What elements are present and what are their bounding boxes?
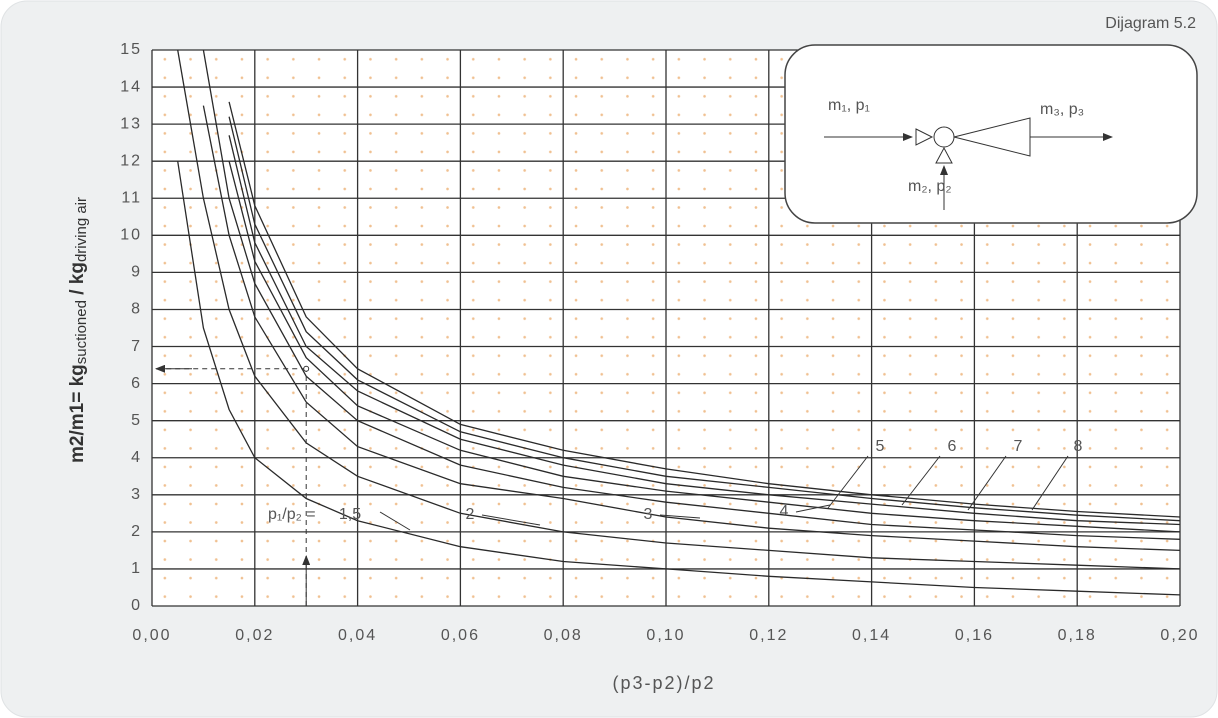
outlet-label: m₃, p₃	[1040, 101, 1084, 118]
curves	[177, 49, 1181, 596]
y-tick-label: 8	[131, 301, 142, 318]
curve	[228, 135, 1181, 526]
suction-label: m₂, p₂	[908, 178, 952, 195]
x-tick-label: 0,02	[235, 627, 274, 644]
suction-nozzle	[935, 146, 953, 164]
nozzle	[915, 128, 934, 146]
inset: m₁, p₁ m₃, p₃ m₂, p₂	[784, 44, 1198, 224]
curve-label: 2	[466, 506, 475, 523]
x-tick-label: 0,14	[852, 627, 891, 644]
y-axis-label: m2/m1= kgsuctioned / kgdriving air	[67, 197, 90, 463]
y-tick-label: 2	[131, 523, 142, 540]
inset-box	[784, 44, 1198, 224]
curve	[228, 101, 1181, 518]
y-label-mid: / kg	[67, 262, 88, 300]
curve-label: 4	[780, 503, 789, 520]
y-tick-label: 13	[120, 115, 142, 132]
example-point	[303, 365, 310, 372]
leader-line	[967, 455, 1007, 511]
y-tick-label: 4	[131, 449, 142, 466]
y-tick-label: 10	[120, 227, 142, 244]
leader-line	[827, 455, 869, 509]
y-tick-label: 15	[120, 41, 142, 58]
curve	[177, 161, 1181, 596]
y-tick-label: 12	[120, 152, 142, 169]
y-tick-label: 7	[131, 338, 142, 355]
y-tick-label: 6	[131, 375, 142, 392]
curve	[228, 116, 1181, 522]
curve-label-prefix: p₁/p₂ =	[268, 506, 316, 523]
leader-line	[379, 511, 411, 531]
curve-label: 1,5	[339, 506, 361, 523]
curve-label: 3	[644, 506, 653, 523]
x-tick-label: 0,04	[338, 627, 377, 644]
curve-label: 7	[1014, 438, 1023, 455]
y-tick-label: 0	[131, 597, 142, 614]
leader-line	[795, 504, 831, 513]
y-tick-label: 11	[121, 189, 142, 206]
curve	[202, 49, 1181, 540]
x-tick-label: 0,18	[1058, 627, 1097, 644]
curve	[177, 49, 1181, 570]
mixing-chamber	[933, 126, 955, 148]
curve	[202, 105, 1181, 552]
x-tick-label: 0,10	[646, 627, 685, 644]
x-axis-label: (p3-p2)/p2	[612, 673, 715, 693]
y-label-sub: suctioned	[73, 300, 90, 364]
curve	[228, 161, 1181, 533]
x-tick-label: 0,16	[955, 627, 994, 644]
y-tick-label: 9	[131, 264, 142, 281]
inlet-label: m₁, p₁	[828, 97, 870, 114]
y-tick-label: 1	[131, 560, 142, 577]
leader-line	[481, 514, 541, 526]
y-tick-label: 5	[131, 412, 142, 429]
x-tick-label: 0,06	[441, 627, 480, 644]
leader-line	[901, 455, 941, 506]
curve-label: 5	[876, 438, 885, 455]
y-tick-label: 14	[120, 78, 142, 95]
x-tick-label: 0,20	[1160, 627, 1199, 644]
x-tick-label: 0,00	[132, 627, 171, 644]
x-tick-label: 0,08	[544, 627, 583, 644]
y-label-sub: driving air	[73, 197, 90, 262]
leader-line	[659, 514, 701, 519]
curve-label: 6	[948, 438, 957, 455]
chart-title: Dijagram 5.2	[1105, 15, 1196, 32]
leader-line	[1031, 455, 1069, 511]
y-tick-label: 3	[131, 486, 142, 503]
y-label-main: m2/m1= kg	[67, 364, 88, 463]
curve-label: 8	[1074, 438, 1083, 455]
x-tick-label: 0,12	[749, 627, 788, 644]
